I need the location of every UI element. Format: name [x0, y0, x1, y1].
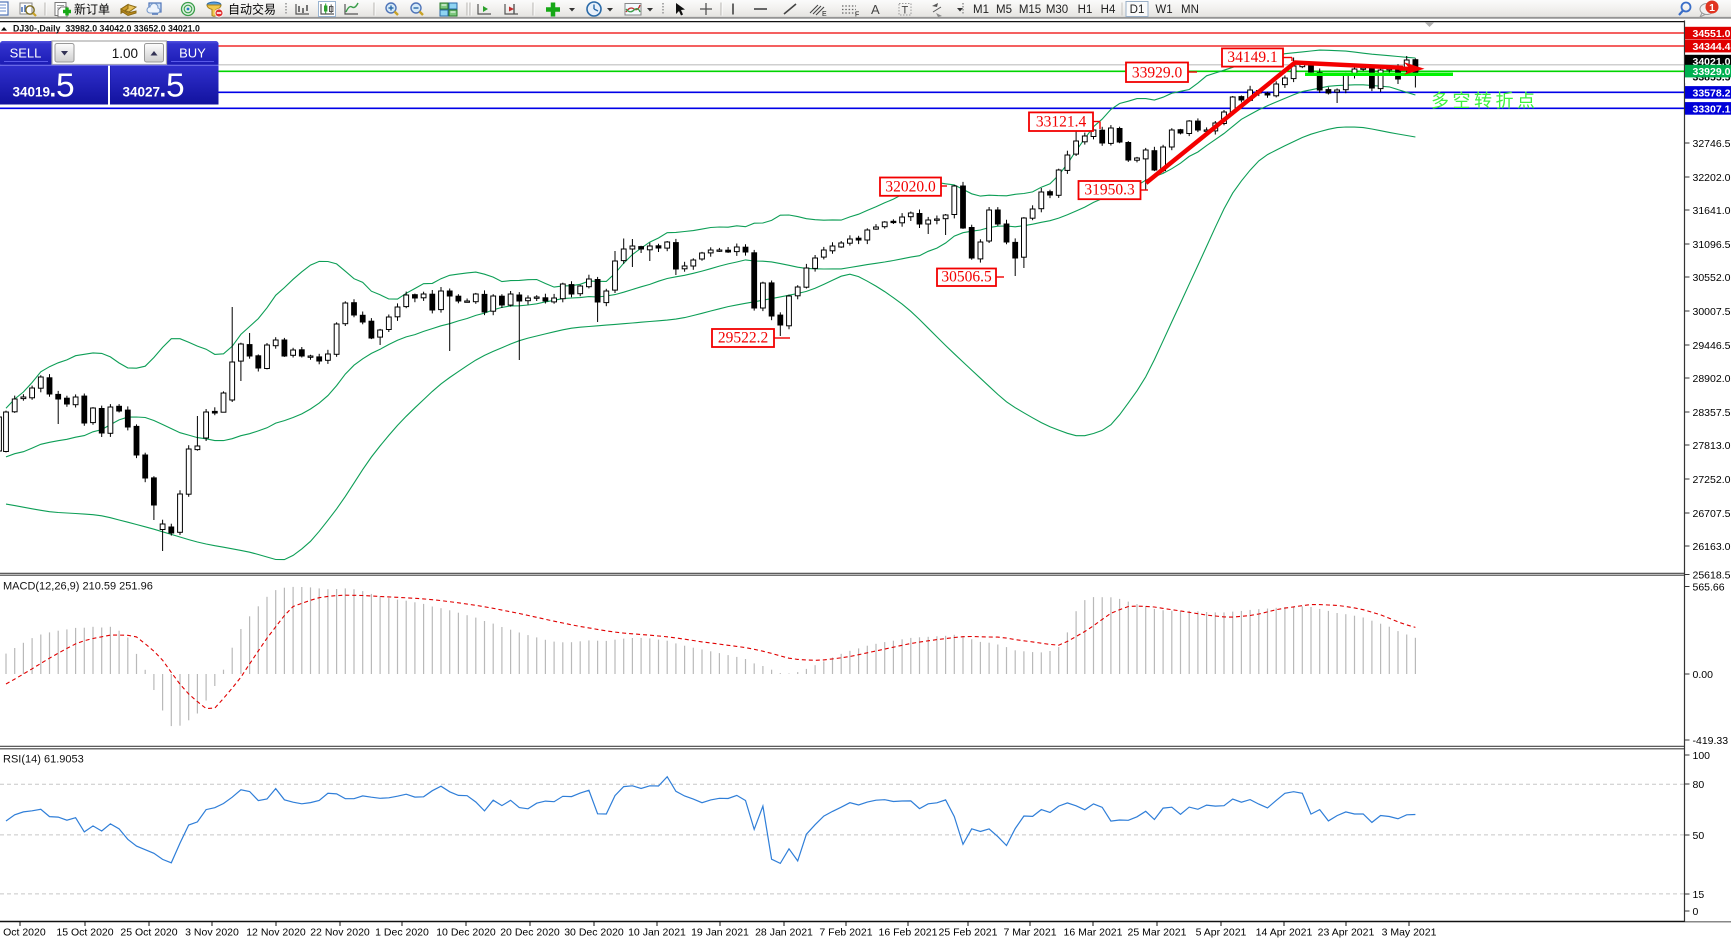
svg-text:多空转折点: 多空转折点	[1431, 91, 1539, 111]
svg-text:H1: H1	[1078, 4, 1093, 16]
svg-text:26163.0: 26163.0	[1693, 541, 1731, 553]
svg-text:-419.33: -419.33	[1693, 735, 1729, 747]
svg-text:10 Dec 2020: 10 Dec 2020	[436, 927, 496, 939]
svg-text:T: T	[902, 5, 909, 17]
svg-text:.: .	[160, 75, 167, 102]
svg-text:32020.0: 32020.0	[885, 178, 936, 195]
svg-text:34019: 34019	[12, 84, 50, 99]
svg-text:15 Oct 2020: 15 Oct 2020	[56, 927, 113, 939]
svg-text:F: F	[855, 12, 859, 19]
svg-text:28357.5: 28357.5	[1693, 407, 1731, 419]
svg-text:34149.1: 34149.1	[1227, 49, 1277, 66]
svg-text:新订单: 新订单	[74, 2, 110, 17]
svg-text:80: 80	[1693, 779, 1705, 791]
svg-text:MN: MN	[1181, 4, 1199, 16]
svg-text:7 Feb 2021: 7 Feb 2021	[819, 927, 872, 939]
svg-text:W1: W1	[1155, 4, 1172, 16]
svg-text:32746.5: 32746.5	[1693, 138, 1731, 150]
svg-text:31641.0: 31641.0	[1693, 205, 1731, 217]
svg-text:31950.3: 31950.3	[1084, 182, 1135, 199]
svg-text:3 Nov 2020: 3 Nov 2020	[185, 927, 239, 939]
svg-text:33929.0: 33929.0	[1693, 66, 1731, 78]
svg-text:SELL: SELL	[10, 46, 42, 61]
svg-text:RSI(14) 61.9053: RSI(14) 61.9053	[3, 754, 84, 766]
svg-text:0.00: 0.00	[1693, 669, 1714, 681]
svg-text:26707.5: 26707.5	[1693, 508, 1731, 520]
svg-text:33307.1: 33307.1	[1693, 104, 1731, 116]
svg-text:H4: H4	[1101, 4, 1116, 16]
svg-text:16 Mar 2021: 16 Mar 2021	[1064, 927, 1123, 939]
svg-text:M5: M5	[996, 4, 1012, 16]
svg-text:BUY: BUY	[179, 46, 206, 61]
svg-text:25 Oct 2020: 25 Oct 2020	[120, 927, 177, 939]
svg-text:28902.0: 28902.0	[1693, 373, 1731, 385]
svg-text:1 Dec 2020: 1 Dec 2020	[375, 927, 429, 939]
svg-text:12 Nov 2020: 12 Nov 2020	[246, 927, 306, 939]
svg-text:7 Mar 2021: 7 Mar 2021	[1003, 927, 1056, 939]
svg-text:28 Jan 2021: 28 Jan 2021	[755, 927, 813, 939]
svg-text:1: 1	[1709, 2, 1715, 14]
svg-text:100: 100	[1693, 750, 1711, 762]
svg-text:30007.5: 30007.5	[1693, 306, 1731, 318]
svg-text:33929.0: 33929.0	[1132, 65, 1183, 82]
svg-text:29522.2: 29522.2	[718, 330, 768, 347]
svg-text:15: 15	[1693, 889, 1705, 901]
svg-text:14 Apr 2021: 14 Apr 2021	[1256, 927, 1313, 939]
svg-text:34344.4: 34344.4	[1693, 41, 1731, 53]
svg-text:22 Nov 2020: 22 Nov 2020	[310, 927, 370, 939]
svg-text:25618.5: 25618.5	[1693, 570, 1731, 582]
svg-text:5: 5	[166, 67, 185, 104]
svg-text:3 May 2021: 3 May 2021	[1382, 927, 1437, 939]
svg-text:M15: M15	[1019, 4, 1041, 16]
svg-text:27813.0: 27813.0	[1693, 440, 1731, 452]
svg-text:33121.4: 33121.4	[1036, 114, 1087, 131]
svg-text:M30: M30	[1046, 4, 1068, 16]
svg-text:30506.5: 30506.5	[941, 269, 992, 286]
svg-text:29446.5: 29446.5	[1693, 340, 1731, 352]
svg-text:34551.0: 34551.0	[1693, 28, 1731, 40]
svg-text:20 Dec 2020: 20 Dec 2020	[500, 927, 560, 939]
svg-text:30 Dec 2020: 30 Dec 2020	[564, 927, 624, 939]
svg-text:32202.0: 32202.0	[1693, 172, 1731, 184]
svg-text:1.00: 1.00	[112, 46, 138, 61]
svg-text:DJ30-,Daily 33982.0 34042.0 3: DJ30-,Daily 33982.0 34042.0 33652.0 3402…	[13, 23, 200, 33]
svg-text:10 Jan 2021: 10 Jan 2021	[628, 927, 686, 939]
svg-text:MACD(12,26,9) 210.59 251.96: MACD(12,26,9) 210.59 251.96	[3, 581, 153, 593]
svg-text:M1: M1	[973, 4, 989, 16]
svg-text:25 Mar 2021: 25 Mar 2021	[1128, 927, 1187, 939]
svg-text:25 Feb 2021: 25 Feb 2021	[939, 927, 998, 939]
svg-text:D1: D1	[1130, 4, 1145, 16]
svg-text:27252.0: 27252.0	[1693, 474, 1731, 486]
svg-text:自动交易: 自动交易	[228, 2, 276, 17]
svg-text:E: E	[822, 11, 827, 18]
svg-text:5 Apr 2021: 5 Apr 2021	[1196, 927, 1247, 939]
svg-text:50: 50	[1693, 830, 1705, 842]
svg-text:.: .	[50, 75, 57, 102]
svg-text:33578.2: 33578.2	[1693, 88, 1731, 100]
svg-text:23 Apr 2021: 23 Apr 2021	[1318, 927, 1375, 939]
svg-text:31096.5: 31096.5	[1693, 239, 1731, 251]
svg-text:19 Jan 2021: 19 Jan 2021	[691, 927, 749, 939]
svg-text:565.66: 565.66	[1693, 582, 1725, 594]
svg-text:30552.0: 30552.0	[1693, 272, 1731, 284]
svg-text:16 Feb 2021: 16 Feb 2021	[879, 927, 938, 939]
svg-text:A: A	[871, 2, 880, 17]
svg-text:5 Oct 2020: 5 Oct 2020	[0, 927, 46, 939]
svg-text:0: 0	[1693, 906, 1699, 918]
svg-text:5: 5	[56, 67, 75, 104]
svg-text:34027: 34027	[122, 84, 160, 99]
